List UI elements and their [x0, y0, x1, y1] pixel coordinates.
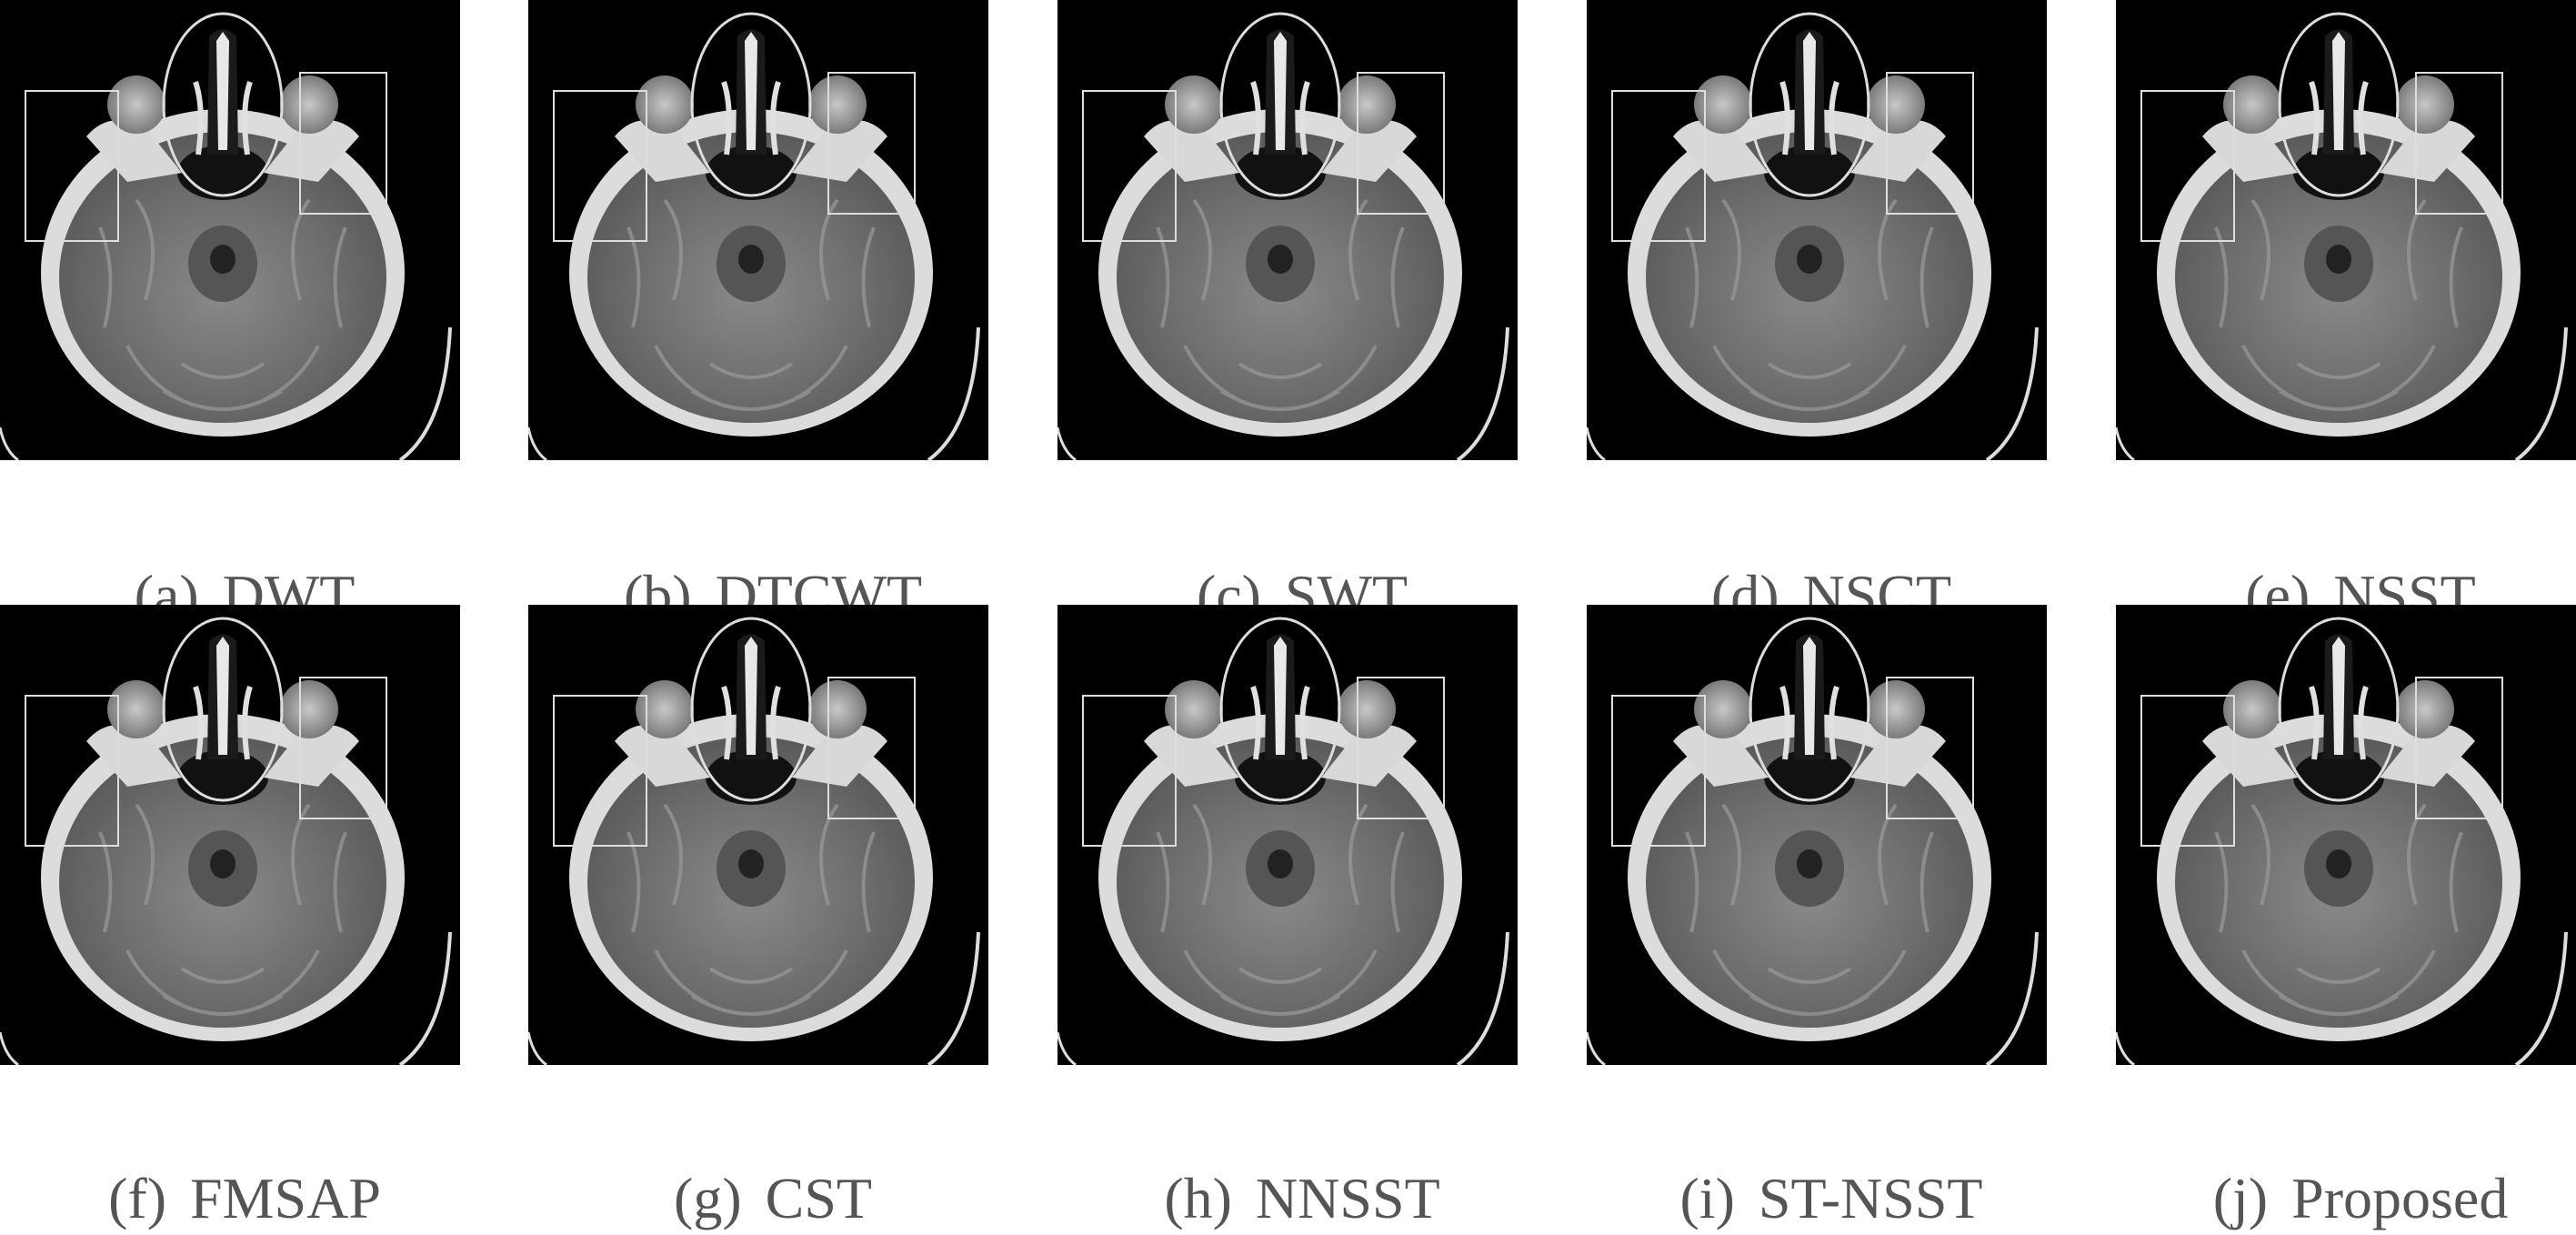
caption-d: (d) NSCT [1587, 487, 2047, 628]
caption-method: Proposed [2291, 1166, 2509, 1230]
caption-tag: (f) [108, 1166, 167, 1230]
caption-f: (f) FMSAP [0, 1089, 460, 1230]
caption-c: (c) SWT [1057, 487, 1518, 628]
panel-fmsap [0, 605, 460, 1065]
panel-cst [528, 605, 988, 1065]
panel-swt [1057, 0, 1518, 460]
caption-tag: (g) [674, 1166, 742, 1230]
brain-scan-image [1587, 0, 2047, 460]
panel-nsst [2116, 0, 2576, 460]
caption-method: NNSST [1255, 1166, 1440, 1230]
brain-scan-image [1057, 0, 1518, 460]
caption-b: (b) DTCWT [528, 487, 988, 628]
caption-h: (h) NNSST [1057, 1089, 1518, 1230]
caption-method: FMSAP [190, 1166, 381, 1230]
caption-tag: (j) [2212, 1166, 2269, 1230]
caption-j: (j) Proposed [2116, 1089, 2576, 1230]
brain-scan-image [528, 0, 988, 460]
caption-a: (a) DWT [0, 487, 460, 628]
caption-tag: (i) [1679, 1166, 1735, 1230]
brain-scan-image [1057, 605, 1518, 1065]
caption-method: ST-NSST [1758, 1166, 1983, 1230]
brain-scan-image [2116, 0, 2576, 460]
brain-scan-image [2116, 605, 2576, 1065]
panel-dwt [0, 0, 460, 460]
brain-scan-image [0, 605, 460, 1065]
caption-g: (g) CST [528, 1089, 988, 1230]
panel-st-nsst [1587, 605, 2047, 1065]
panel-dtcwt [528, 0, 988, 460]
caption-tag: (h) [1164, 1166, 1232, 1230]
panel-nsct [1587, 0, 2047, 460]
panel-nnsst [1057, 605, 1518, 1065]
brain-scan-image [1587, 605, 2047, 1065]
caption-i: (i) ST-NSST [1587, 1089, 2047, 1230]
panel-proposed [2116, 605, 2576, 1065]
caption-e: (e) NSST [2116, 487, 2576, 628]
brain-scan-image [528, 605, 988, 1065]
brain-scan-image [0, 0, 460, 460]
caption-method: CST [765, 1166, 872, 1230]
